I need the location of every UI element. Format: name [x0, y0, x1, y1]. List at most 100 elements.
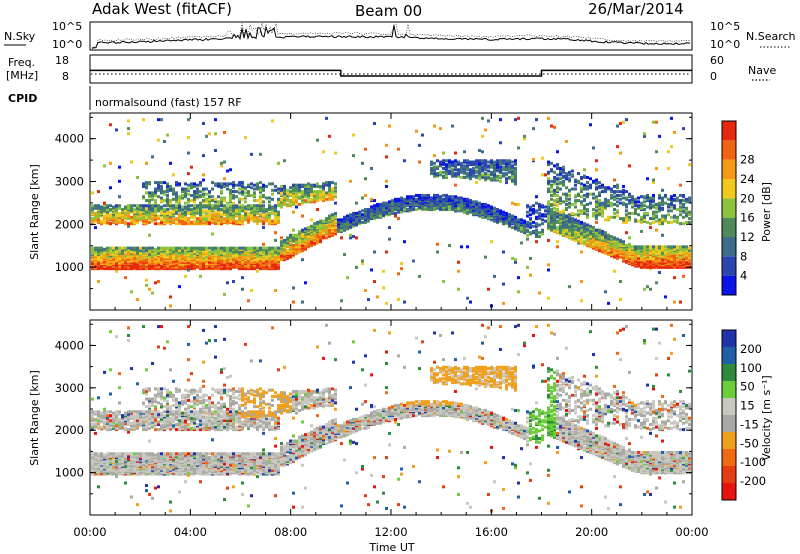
power-cell [385, 184, 388, 188]
power-cell [469, 210, 472, 214]
power-cell [361, 220, 364, 224]
power-cell [265, 218, 268, 222]
power-cell [673, 130, 676, 134]
power-cell [670, 145, 673, 149]
power-cell [607, 237, 610, 241]
power-cell [643, 259, 646, 263]
power-cell [604, 197, 607, 201]
power-cell [136, 250, 139, 254]
power-cell [667, 220, 670, 224]
power-cell [385, 301, 388, 305]
power-cell [220, 164, 223, 168]
power-cell [466, 296, 469, 300]
power-cell [127, 214, 130, 218]
power-cell [268, 246, 271, 250]
power-cell [550, 202, 553, 206]
power-cell [517, 290, 520, 294]
power-cell [670, 250, 673, 254]
power-cell [226, 201, 229, 205]
power-cell [187, 183, 190, 187]
power-cell [652, 120, 655, 124]
power-cell [181, 219, 184, 223]
power-cell [364, 147, 367, 151]
power-cell [454, 197, 457, 201]
power-cell [382, 208, 385, 212]
power-cell [619, 197, 622, 201]
power-cell [619, 280, 622, 284]
power-cell [625, 209, 628, 213]
power-cell [142, 182, 145, 186]
power-cell [106, 208, 109, 212]
power-cell [178, 204, 181, 208]
power-cell [373, 204, 376, 208]
power-cell [205, 192, 208, 196]
power-cell [286, 191, 289, 195]
power-cell [259, 213, 262, 217]
colorbar-segment [722, 121, 736, 141]
power-cell [232, 196, 235, 200]
power-cell [298, 249, 301, 253]
power-cell [295, 183, 298, 187]
power-cell [199, 219, 202, 223]
power-cell [592, 226, 595, 230]
power-cell [568, 285, 571, 289]
power-cell [127, 246, 130, 250]
power-cell [343, 223, 346, 227]
power-cell [196, 204, 199, 208]
power-cell [502, 282, 505, 286]
power-cell [331, 213, 334, 217]
power-cell [496, 217, 499, 221]
power-cell [145, 278, 148, 282]
power-cell [604, 231, 607, 235]
power-cell [649, 265, 652, 269]
power-cell [511, 214, 514, 218]
power-cell [94, 226, 97, 230]
power-cell [280, 242, 283, 246]
power-cell [541, 232, 544, 236]
power-cell [334, 195, 337, 199]
power-cell [256, 249, 259, 253]
power-cell [481, 165, 484, 169]
power-cell [259, 186, 262, 190]
power-cell [277, 204, 280, 208]
power-cell [595, 195, 598, 199]
power-cell [520, 241, 523, 245]
power-cell [637, 256, 640, 260]
power-cell [364, 177, 367, 181]
y-tick-label: 3000 [55, 175, 84, 189]
power-cell [556, 188, 559, 192]
power-cell [310, 197, 313, 201]
power-cell [559, 219, 562, 223]
power-cell [199, 210, 202, 214]
power-cell [334, 151, 337, 155]
power-cell [568, 205, 571, 209]
power-cell [346, 276, 349, 280]
power-colorbar-label: Power [dB] [760, 182, 773, 242]
power-cell [490, 177, 493, 181]
power-cell [478, 166, 481, 170]
power-cell [280, 188, 283, 192]
power-cell [475, 181, 478, 185]
power-cell [169, 199, 172, 203]
power-cell [127, 132, 130, 136]
power-cell [340, 299, 343, 303]
power-cell [136, 204, 139, 208]
power-cell [208, 250, 211, 254]
power-cell [184, 191, 187, 195]
power-cell [268, 204, 271, 208]
power-cell [121, 246, 124, 250]
power-cell [649, 251, 652, 255]
power-cell [214, 210, 217, 214]
power-cell [367, 208, 370, 212]
power-cell [370, 205, 373, 209]
power-cell [160, 118, 163, 122]
power-cell [445, 172, 448, 176]
power-cell [259, 208, 262, 212]
power-cell [523, 137, 526, 141]
power-cell [412, 195, 415, 199]
power-cell [187, 118, 190, 122]
power-cell [238, 187, 241, 191]
power-cell [259, 197, 262, 201]
power-cell [103, 209, 106, 213]
power-cell [613, 202, 616, 206]
